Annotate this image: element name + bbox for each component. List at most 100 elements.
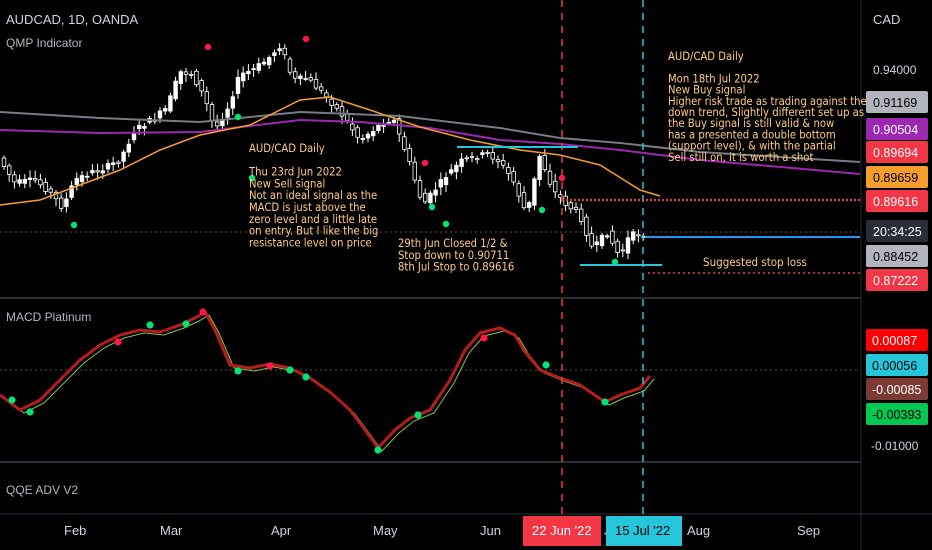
- candle-body: [251, 68, 256, 71]
- date-badge-text: 22 Jun '22: [532, 523, 592, 538]
- candle-body: [500, 160, 506, 166]
- candle-body: [370, 131, 376, 137]
- candle-body: [386, 121, 391, 124]
- buy-signal-dot: [428, 203, 436, 211]
- candle-body: [469, 156, 475, 159]
- annotation-line: MACD is just above the: [249, 201, 366, 214]
- time-label: Jun: [480, 523, 501, 538]
- macd-buy-dot: [374, 446, 382, 454]
- candle-body: [474, 158, 480, 161]
- price-pane[interactable]: [0, 35, 861, 266]
- candle-body: [220, 119, 225, 127]
- candle-body: [225, 108, 230, 118]
- candle-body: [59, 197, 64, 209]
- candle-body: [173, 80, 178, 100]
- candle-body: [594, 241, 599, 245]
- macd-buy-dot: [234, 367, 242, 375]
- price-badge: [866, 166, 928, 188]
- macd-buy-dot: [286, 366, 294, 374]
- annotation-line: Higher risk trade as trading against the: [668, 95, 867, 108]
- candle-body: [412, 161, 417, 181]
- time-label: Mar: [160, 523, 183, 538]
- candle-body: [584, 216, 589, 236]
- candle-body: [365, 133, 371, 139]
- candle-body: [69, 185, 74, 198]
- annotation-line: Sell still on, it is worth a shot: [668, 151, 813, 164]
- candle-body: [339, 106, 345, 117]
- macd-tick-neg001: -0.01000: [871, 439, 919, 453]
- candle-body: [615, 240, 620, 254]
- candle-body: [282, 47, 287, 56]
- candle-body: [246, 70, 251, 75]
- macd-badge: [866, 354, 928, 376]
- candle-body: [490, 152, 495, 160]
- candle-body: [194, 70, 199, 86]
- candle-body: [131, 132, 137, 141]
- candle-body: [178, 71, 183, 84]
- candle-body: [303, 78, 308, 80]
- candle-body: [334, 104, 339, 109]
- price-badge: [866, 118, 928, 140]
- candle-body: [162, 108, 168, 112]
- date-badge: [523, 516, 601, 546]
- candle-body: [142, 126, 147, 129]
- macd-buy-dot: [302, 373, 310, 381]
- candle-body: [568, 202, 573, 210]
- ma-grey: [0, 110, 861, 163]
- price-badge: [866, 269, 928, 291]
- time-label: May: [373, 523, 398, 538]
- candle-body: [417, 180, 423, 198]
- candle-body: [79, 175, 85, 183]
- candle-body: [53, 191, 59, 200]
- sell-signal-dot: [302, 35, 310, 43]
- macd-sell-dot: [199, 308, 207, 316]
- candle-body: [324, 92, 329, 98]
- annotation-line: New Sell signal: [249, 177, 325, 190]
- candle-body: [85, 175, 90, 178]
- annotation-line: down trend, Slightly different set up as: [668, 106, 864, 119]
- candle-body: [610, 230, 615, 244]
- time-label: Sep: [797, 523, 820, 538]
- candle-body: [240, 72, 246, 82]
- candle-body: [22, 179, 27, 184]
- candle-body: [360, 138, 365, 140]
- candle-body: [261, 61, 267, 65]
- candle-body: [459, 158, 464, 167]
- candle-body: [74, 178, 79, 186]
- annotation-line: (support level), & with the partial: [668, 140, 836, 153]
- macd-signal-line: [3, 314, 655, 452]
- macd-sell-dot: [114, 338, 122, 346]
- candle-body: [38, 179, 43, 186]
- macd-badge: [866, 403, 928, 425]
- annotation-line: New Buy signal: [668, 84, 745, 97]
- candle-body: [313, 79, 319, 89]
- price-badge-text: 0.90504: [873, 123, 918, 137]
- candle-body: [95, 170, 100, 173]
- stops-annotation[interactable]: 29th Jun Closed 1/2 &Stop down to 0.9071…: [398, 237, 514, 274]
- candle-body: [573, 206, 579, 211]
- candle-body: [547, 170, 553, 185]
- candle-body: [136, 124, 142, 130]
- time-label: Apr: [271, 523, 292, 538]
- qqe-pane-title: QQE ADV V2: [6, 483, 78, 497]
- time-label: Aug: [687, 523, 710, 538]
- candle-body: [1, 157, 7, 167]
- candle-body: [183, 71, 189, 75]
- candle-body: [292, 71, 298, 79]
- candle-body: [111, 162, 116, 165]
- time-label: Feb: [64, 523, 86, 538]
- macd-pane[interactable]: [0, 308, 655, 454]
- macd-sell-dot: [480, 334, 488, 342]
- macd-buy-dot: [182, 320, 190, 328]
- candle-body: [579, 208, 584, 223]
- macd-buy-dot: [146, 321, 154, 329]
- price-badge-text: 0.91169: [873, 96, 917, 110]
- candle-body: [631, 231, 636, 241]
- annotation-line: AUD/CAD Daily: [249, 142, 325, 155]
- candle-body: [27, 177, 33, 180]
- candle-body: [287, 58, 293, 73]
